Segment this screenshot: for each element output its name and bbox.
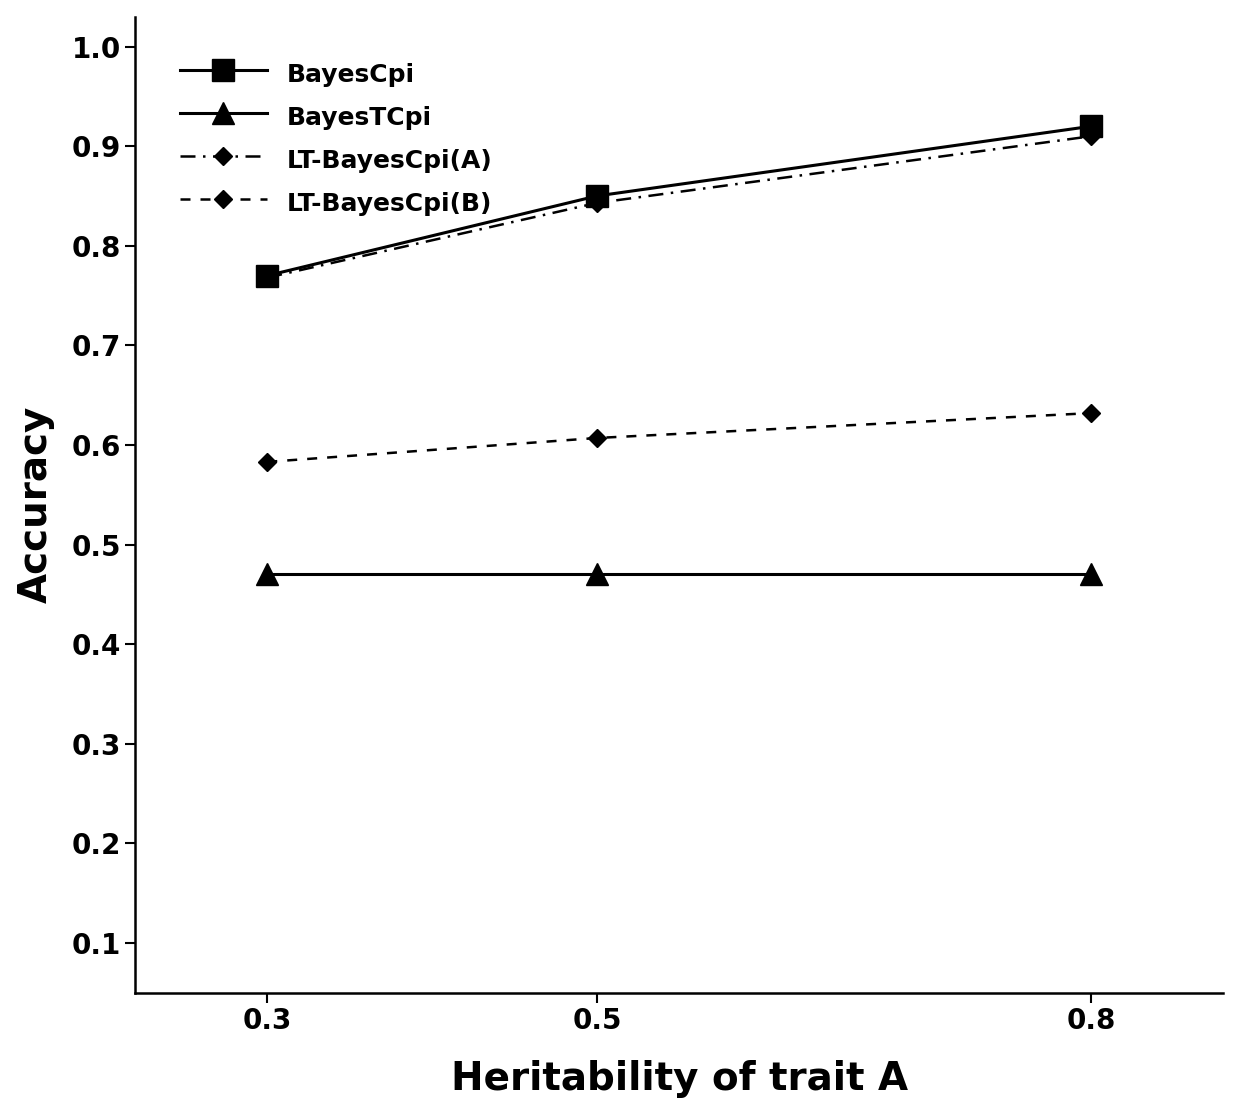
Line: LT-BayesCpi(A): LT-BayesCpi(A) [262,130,1097,284]
Line: LT-BayesCpi(B): LT-BayesCpi(B) [262,407,1097,468]
X-axis label: Heritability of trait A: Heritability of trait A [451,1060,908,1098]
LT-BayesCpi(A) [260,271,275,284]
BayesCpi [260,269,275,282]
BayesCpi [1084,119,1099,133]
LT-BayesCpi(A) [589,196,604,210]
LT-BayesCpi(B) [260,455,275,468]
LT-BayesCpi(B) [589,432,604,445]
LT-BayesCpi(B) [1084,406,1099,419]
Line: BayesTCpi: BayesTCpi [257,563,1102,585]
Y-axis label: Accuracy: Accuracy [16,406,55,603]
BayesTCpi [1084,568,1099,581]
BayesTCpi [260,568,275,581]
Legend: BayesCpi, BayesTCpi, LT-BayesCpi(A), LT-BayesCpi(B): BayesCpi, BayesTCpi, LT-BayesCpi(A), LT-… [170,49,503,229]
Line: BayesCpi: BayesCpi [257,115,1102,287]
BayesTCpi [589,568,604,581]
LT-BayesCpi(A) [1084,129,1099,143]
BayesCpi [589,190,604,203]
